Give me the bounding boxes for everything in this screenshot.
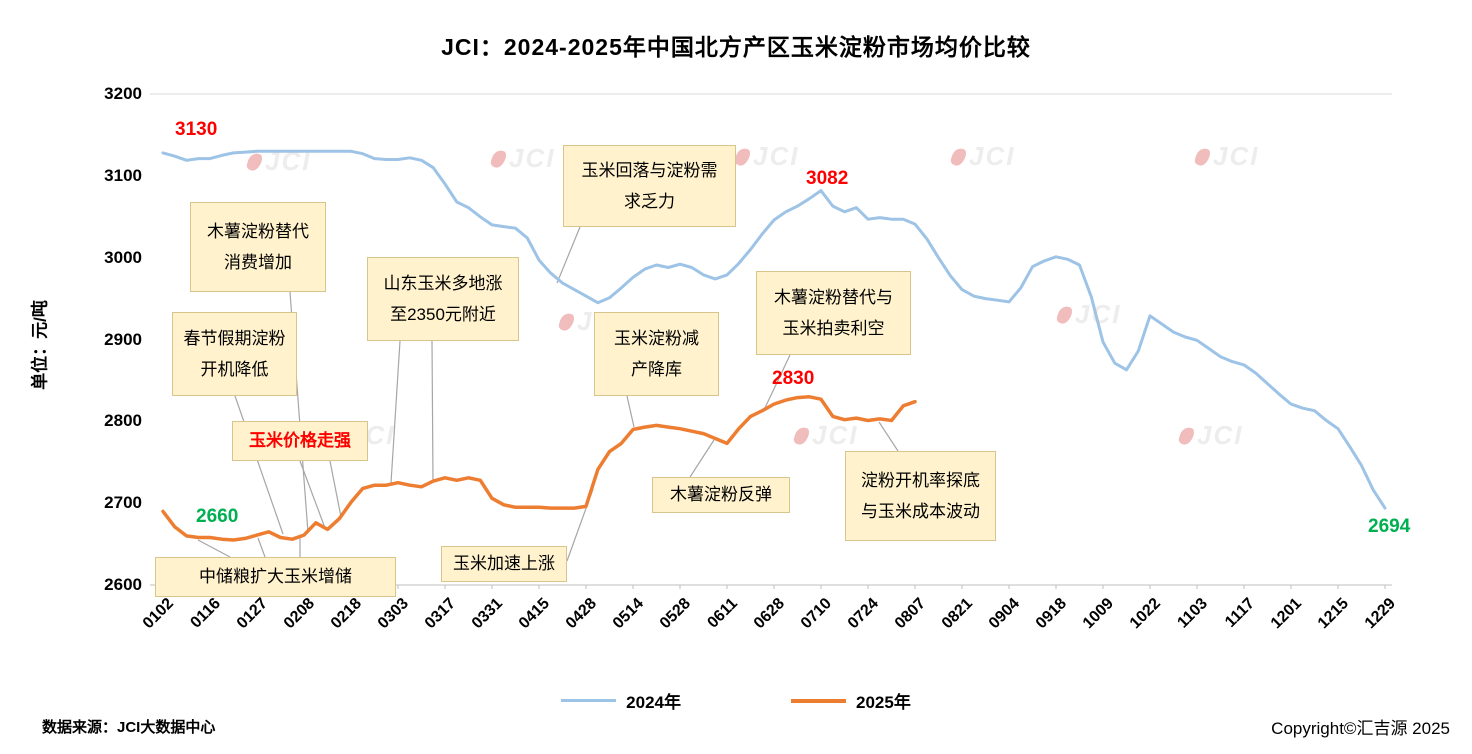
data-label-3082: 3082 <box>806 168 849 189</box>
legend: 2024年 2025年 <box>0 688 1472 713</box>
jci-flame-icon <box>557 310 576 333</box>
annotation-connector <box>763 354 791 411</box>
line-2024 <box>161 149 1387 510</box>
annotation-operating-rate-bottom: 淀粉开机率探底 与玉米成本波动 <box>845 451 996 541</box>
jci-watermark-text: JCI <box>969 141 1016 171</box>
annotation-connector <box>390 340 401 484</box>
annotation-state-reserve: 中储粮扩大玉米增储 <box>155 557 396 597</box>
jci-watermark-text: JCI <box>1213 141 1260 171</box>
annotation-shandong-corn: 山东玉米多地涨 至2350元附近 <box>367 257 519 341</box>
jci-watermark: JCI <box>1055 299 1122 330</box>
jci-watermark: JCI <box>1193 141 1260 172</box>
annotation-cassava-substitution: 木薯淀粉替代 消费增加 <box>190 202 326 292</box>
jci-watermark-text: JCI <box>265 146 312 176</box>
legend-label-2024: 2024年 <box>626 693 681 712</box>
annotation-connector <box>234 395 284 535</box>
jci-flame-icon <box>1055 303 1074 326</box>
jci-flame-icon <box>792 424 811 447</box>
annotation-connector <box>556 226 581 284</box>
annotation-starch-production-cut: 玉米淀粉减 产降库 <box>594 312 719 396</box>
data-label-2694: 2694 <box>1368 516 1411 537</box>
annotation-connector <box>197 539 231 558</box>
line-2025 <box>161 395 917 542</box>
annotation-corn-falls-demand-weak: 玉米回落与淀粉需 求乏力 <box>563 145 736 227</box>
annotation-connector <box>329 460 342 518</box>
annotation-corn-accelerates: 玉米加速上涨 <box>441 546 567 582</box>
jci-flame-icon <box>245 150 264 173</box>
legend-line-2025 <box>791 698 846 703</box>
y-tick-label: 2600 <box>104 575 142 594</box>
annotation-connector <box>431 340 434 484</box>
annotation-cassava-rebound: 木薯淀粉反弹 <box>652 477 790 513</box>
annotation-connector <box>626 395 635 428</box>
data-source: 数据来源：JCI大数据中心 <box>42 719 216 736</box>
jci-flame-icon <box>1177 424 1196 447</box>
jci-watermark: JCI <box>792 420 859 451</box>
jci-flame-icon <box>1193 145 1212 168</box>
jci-flame-icon <box>733 145 752 168</box>
jci-watermark-text: JCI <box>812 420 859 450</box>
y-tick-label: 3000 <box>104 247 142 267</box>
data-label-3130: 3130 <box>175 119 218 140</box>
data-label-2830: 2830 <box>772 368 815 389</box>
y-tick-label: 2700 <box>104 493 142 513</box>
jci-flame-icon <box>489 147 508 170</box>
annotation-corn-price-strong: 玉米价格走强 <box>232 421 368 461</box>
y-tick-label: 3100 <box>104 165 142 185</box>
y-tick-label: 3200 <box>104 84 142 103</box>
jci-watermark-text: JCI <box>1197 420 1244 450</box>
annotation-spring-festival: 春节假期淀粉 开机降低 <box>172 312 297 396</box>
jci-watermark: JCI <box>1177 420 1244 451</box>
jci-watermark: JCI <box>245 146 312 177</box>
jci-watermark-text: JCI <box>753 141 800 171</box>
jci-watermark: JCI <box>733 141 800 172</box>
data-label-2660: 2660 <box>196 506 239 527</box>
legend-item-2025: 2025年 <box>791 688 911 713</box>
annotation-connector <box>689 439 715 478</box>
jci-watermark: JCI <box>489 143 556 174</box>
jci-watermark: JCI <box>949 141 1016 172</box>
jci-watermark-text: JCI <box>509 143 556 173</box>
copyright: Copyright©汇吉源 2025 <box>1271 719 1450 738</box>
legend-label-2025: 2025年 <box>856 693 911 712</box>
annotation-connector <box>878 421 899 452</box>
jci-watermark-text: JCI <box>1075 299 1122 329</box>
legend-line-2024 <box>561 699 617 702</box>
y-tick-label: 2800 <box>104 411 142 431</box>
chart-title: JCI：2024-2025年中国北方产区玉米淀粉市场均价比较 <box>441 34 1031 60</box>
jci-flame-icon <box>949 145 968 168</box>
y-tick-label: 2900 <box>104 329 142 349</box>
annotation-connector <box>299 460 326 529</box>
legend-item-2024: 2024年 <box>561 688 681 713</box>
annotation-connector <box>257 537 266 558</box>
annotation-auction-bearish: 木薯淀粉替代与 玉米拍卖利空 <box>756 271 911 355</box>
